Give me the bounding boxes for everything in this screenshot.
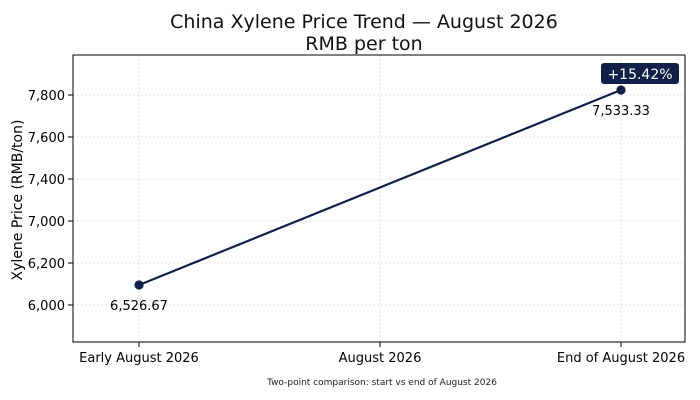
x-axis: Early August 2026 August 2026 End of Augus… xyxy=(79,342,685,366)
chart-title: China Xylene Price Trend — August 2026 xyxy=(170,11,558,33)
data-label: 6,526.67 xyxy=(110,299,168,314)
change-badge-label: +15.42% xyxy=(607,67,672,83)
x-tick-label: August 2026 xyxy=(339,351,422,366)
y-tick-label: 7,600 xyxy=(28,131,65,146)
y-axis: 6,000 6,200 7,000 7,400 7,600 7,800 xyxy=(28,89,73,314)
data-point xyxy=(134,280,144,290)
series-path xyxy=(138,88,622,287)
plot-frame xyxy=(72,54,686,343)
y-tick-label: 6,200 xyxy=(28,257,65,272)
y-tick-label: 7,400 xyxy=(28,173,65,188)
series-line: 6,526.67 7,533.33 xyxy=(110,85,650,314)
data-point xyxy=(616,85,626,95)
x-tick-label: Early August 2026 xyxy=(79,351,199,366)
y-axis-label: Xylene Price (RMB/ton) xyxy=(10,120,26,281)
y-tick-label: 7,000 xyxy=(28,215,65,230)
x-tick-label: End of August 2026 xyxy=(557,351,685,366)
y-tick-label: 7,800 xyxy=(28,89,65,104)
y-tick-label: 6,000 xyxy=(28,299,65,314)
data-label: 7,533.33 xyxy=(592,104,650,119)
grid-lines xyxy=(73,55,685,342)
chart-caption: Two-point comparison: start vs end of Au… xyxy=(267,378,497,388)
change-badge: +15.42% xyxy=(601,63,679,84)
chart-subtitle: RMB per ton xyxy=(305,33,423,55)
change-badge-background xyxy=(601,63,679,84)
